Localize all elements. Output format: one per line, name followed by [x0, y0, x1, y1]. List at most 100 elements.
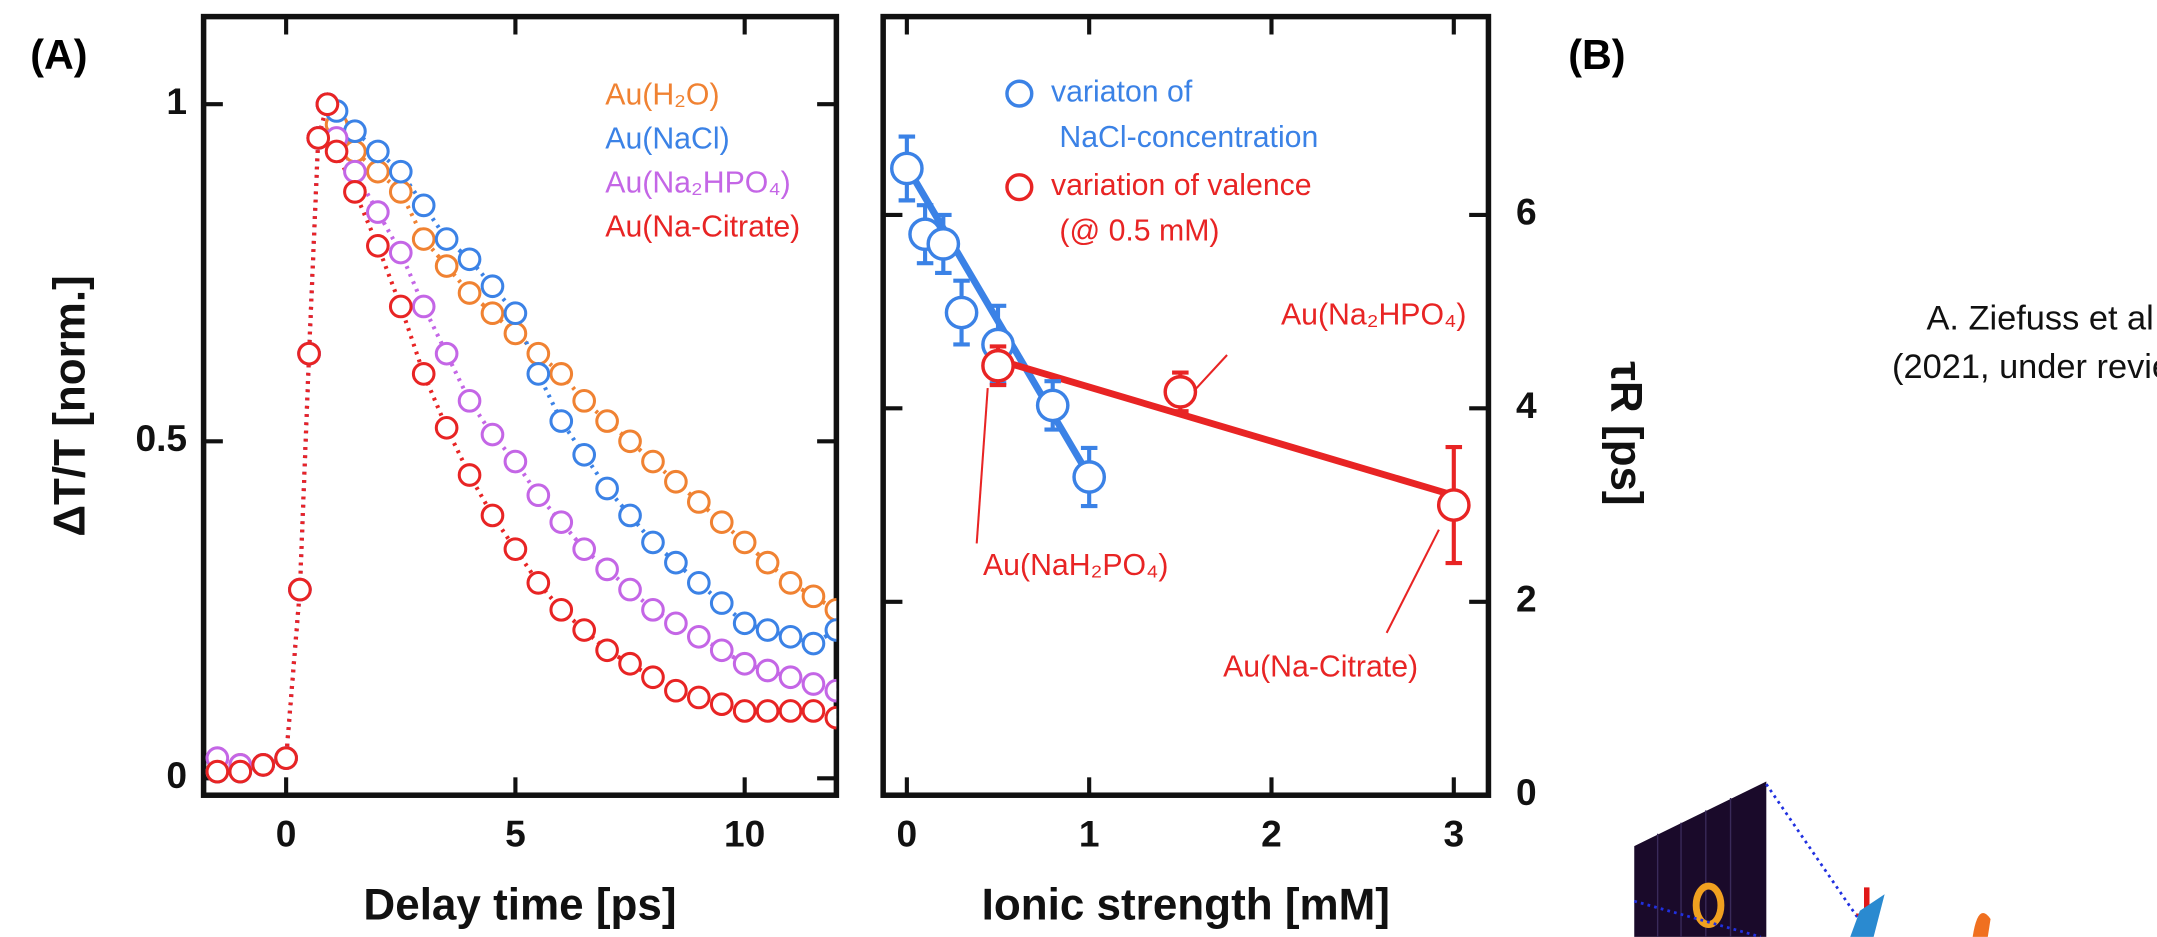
legend-entry: Au(Na₂HPO₄) — [605, 166, 790, 199]
data-point — [306, 126, 331, 150]
x-axis-title: Ionic strength [mM] — [982, 881, 1390, 930]
annotation: Au(Na-Citrate) — [1223, 651, 1418, 684]
data-point — [686, 624, 711, 649]
data-point — [595, 409, 619, 433]
legend-entry: Au(H₂O) — [605, 78, 719, 111]
data-point — [572, 537, 597, 561]
x-tick-label: 1 — [1079, 812, 1100, 854]
data-point — [595, 476, 619, 501]
data-point — [1436, 488, 1471, 522]
data-point — [503, 449, 528, 474]
x-tick-label: 0 — [897, 812, 918, 854]
data-point — [343, 180, 367, 204]
data-point — [801, 584, 826, 609]
data-point — [411, 193, 436, 218]
data-point — [824, 618, 837, 642]
inset-illustration — [1633, 781, 1991, 937]
data-point — [801, 672, 826, 696]
data-point — [1035, 388, 1070, 423]
data-point — [801, 631, 826, 656]
data-point — [366, 139, 390, 164]
data-point — [526, 483, 551, 508]
panel-label: (B) — [1568, 32, 1625, 78]
data-point — [778, 665, 803, 690]
data-point — [457, 389, 482, 413]
data-point — [926, 227, 961, 261]
data-point — [755, 550, 780, 575]
data-point — [315, 92, 340, 117]
annotation-leader — [1193, 354, 1228, 392]
fit-line — [997, 356, 1455, 499]
data-point — [549, 409, 574, 433]
data-point — [457, 281, 482, 305]
legend-line: variation of valence — [1051, 169, 1312, 202]
data-point — [1072, 460, 1107, 494]
data-point — [641, 449, 665, 474]
legend-line: NaCl-concentration — [1051, 121, 1318, 154]
annotation-leader — [975, 387, 989, 544]
data-point — [549, 362, 574, 386]
legend-line: (@ 0.5 mM) — [1051, 215, 1220, 248]
data-point — [801, 699, 826, 723]
annotation: Au(NaH₂PO₄) — [983, 549, 1168, 582]
data-point — [778, 624, 803, 649]
data-point — [641, 530, 665, 555]
data-point — [288, 577, 312, 602]
data-point — [572, 618, 597, 642]
data-point — [526, 571, 551, 595]
data-point — [480, 422, 505, 447]
data-point — [388, 159, 413, 184]
data-point — [686, 685, 711, 710]
data-point — [618, 429, 642, 454]
x-tick-label: 2 — [1261, 812, 1282, 854]
data-point — [480, 503, 505, 528]
legend-line: variaton of — [1051, 76, 1193, 109]
y-tick-label: 1 — [166, 80, 187, 122]
data-point — [388, 180, 413, 204]
data-point — [824, 678, 837, 703]
data-point — [755, 618, 780, 642]
y-tick-label: 0 — [1516, 771, 1537, 813]
data-point — [981, 348, 1015, 383]
data-point — [205, 759, 230, 784]
x-tick-label: 5 — [505, 812, 526, 854]
data-point — [755, 699, 780, 723]
data-point — [343, 159, 367, 184]
legend-entry: Au(NaCl) — [605, 122, 729, 155]
data-point — [480, 274, 505, 299]
data-point — [457, 463, 482, 487]
citation-line: A. Ziefuss et al., — [1926, 300, 2157, 338]
data-point — [324, 139, 349, 164]
data-point — [1163, 375, 1198, 409]
legend-marker — [1005, 173, 1034, 202]
data-point — [664, 469, 688, 494]
chart-panel: (A) 0 5 10 0 0.5 1 Delay time [ps] ΔT/T [norm.] A… — [30, 13, 840, 930]
data-point — [228, 759, 253, 784]
data-point — [664, 550, 688, 575]
data-point — [251, 753, 276, 777]
data-point — [664, 678, 688, 703]
data-point — [411, 294, 436, 319]
data-point — [411, 362, 436, 386]
data-point — [595, 638, 619, 663]
data-point — [388, 240, 413, 265]
data-point — [732, 530, 757, 555]
data-point — [944, 295, 979, 330]
y-axis-title: τR [ps] — [1602, 361, 1651, 505]
data-point — [709, 591, 734, 615]
data-point — [297, 341, 321, 366]
data-point — [641, 665, 665, 690]
data-point — [388, 294, 413, 319]
data-point — [549, 597, 574, 622]
data-point — [480, 301, 505, 326]
y-tick-label: 2 — [1516, 578, 1537, 620]
data-point — [618, 651, 642, 676]
data-point — [434, 227, 459, 251]
data-point — [457, 247, 482, 272]
data-point — [526, 341, 551, 366]
data-point — [778, 699, 803, 723]
data-point — [549, 510, 574, 535]
data-point — [411, 227, 436, 251]
